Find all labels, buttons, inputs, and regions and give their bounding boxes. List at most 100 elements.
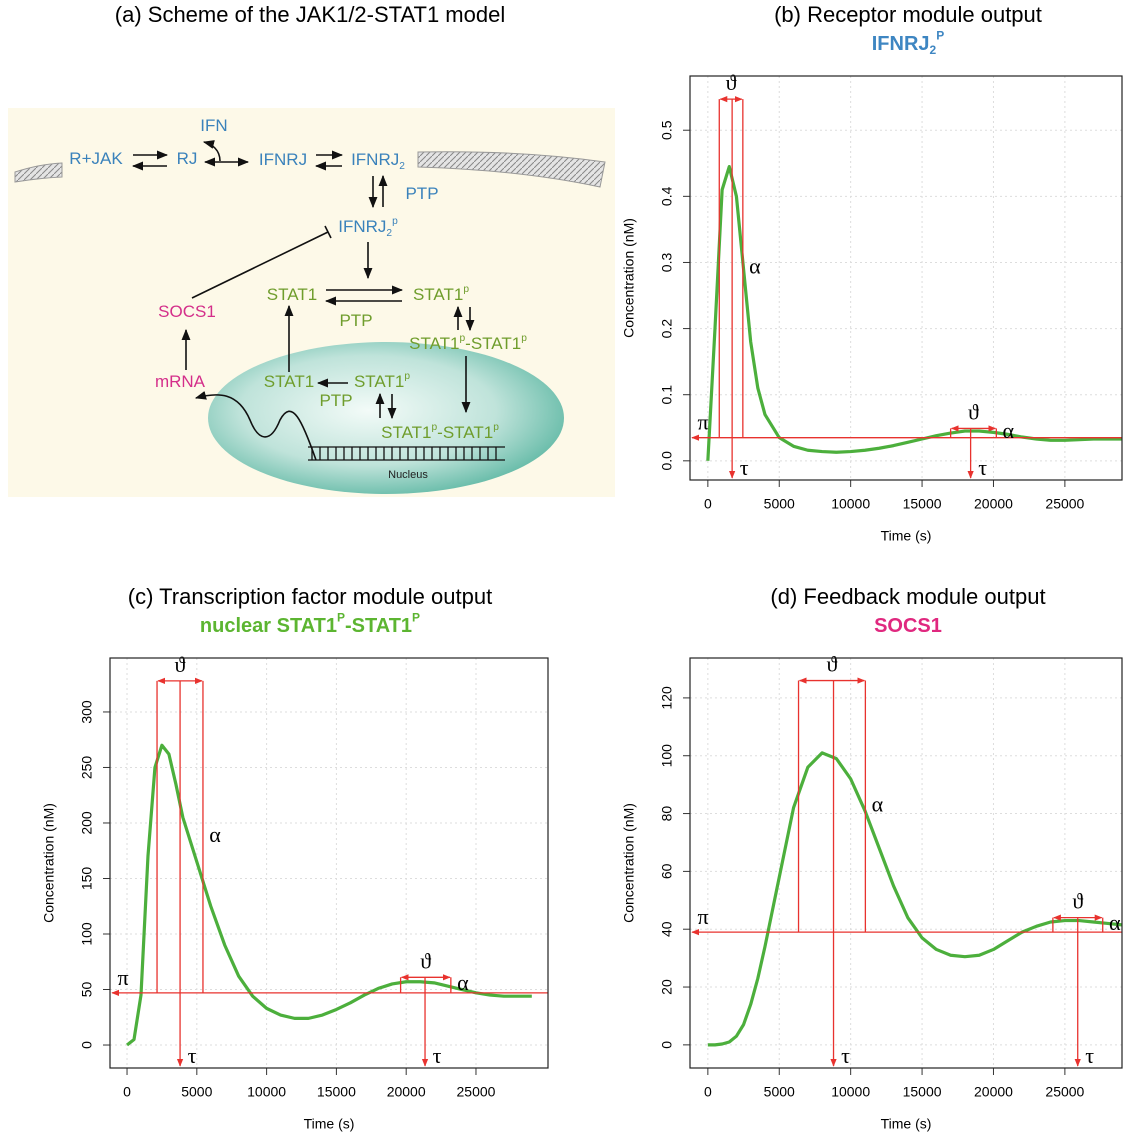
chart: (c) Transcription factor module outputnu…	[41, 584, 549, 1132]
symbol-pi: π	[697, 904, 708, 929]
plot-frame	[689, 657, 1123, 1069]
y-tick-label: 120	[659, 686, 675, 710]
symbol-pi: π	[697, 410, 708, 435]
y-tick-label: 0.3	[659, 253, 675, 273]
symbol-tau: τ	[1085, 1043, 1094, 1068]
node-label: IFNRJ2	[351, 150, 405, 171]
label-sup: p	[460, 333, 466, 344]
label-sup: p	[392, 216, 398, 227]
y-tick-label: 40	[659, 921, 675, 937]
symbol-alpha: α	[209, 822, 221, 847]
x-axis-label: Time (s)	[881, 1116, 932, 1132]
symbol-pi: π	[117, 965, 128, 990]
label-sup: P	[936, 29, 944, 43]
dna	[308, 446, 505, 461]
y-tick-label: 300	[79, 700, 95, 724]
plot-frame	[109, 657, 549, 1069]
node-label: Nucleus	[388, 469, 428, 481]
x-tick-label: 15000	[903, 496, 942, 512]
x-tick-label: 5000	[764, 1084, 795, 1100]
line	[126, 743, 532, 1047]
x-axis-label: Time (s)	[304, 1116, 355, 1132]
node-label: STAT1	[264, 372, 314, 391]
label-text: IFNRJ	[872, 33, 930, 55]
node-label: STAT1p	[413, 284, 469, 305]
scheme-title: (a) Scheme of the JAK1/2-STAT1 model	[115, 2, 505, 27]
y-axis-label: Concentration (nM)	[621, 218, 637, 338]
x-axis-label: Time (s)	[881, 528, 932, 544]
arrows	[131, 140, 475, 461]
label-sup: p	[521, 333, 527, 344]
x-tick-label: 10000	[831, 1084, 870, 1100]
chart-title: (b) Receptor module output	[774, 2, 1042, 27]
x-tick-label: 5000	[764, 496, 795, 512]
label-text: -STAT1	[437, 423, 493, 442]
label-text: IFNRJ	[259, 150, 307, 169]
y-tick-label: 50	[79, 982, 95, 998]
y-tick-label: 80	[659, 806, 675, 822]
label-text: SOCS1	[158, 302, 216, 321]
node-label: R+JAK	[69, 149, 123, 168]
chart-subtitle: SOCS1	[874, 615, 942, 637]
label-text: RJ	[177, 149, 198, 168]
y-tick-label: 20	[659, 979, 675, 995]
x-tick-label: 0	[704, 496, 712, 512]
scheme: (a) Scheme of the JAK1/2-STAT1 model IFN…	[8, 2, 615, 497]
label-text: Nucleus	[388, 469, 428, 481]
label-sup: p	[493, 422, 499, 433]
label-text: IFNRJ	[338, 217, 386, 236]
symbol-alpha: α	[749, 253, 761, 278]
y-axis-label: Concentration (nM)	[41, 803, 57, 923]
label-text: PTP	[339, 311, 372, 330]
y-tick-label: 250	[79, 756, 95, 780]
x-tick-label: 15000	[903, 1084, 942, 1100]
label-sub: 2	[386, 228, 392, 239]
membrane	[14, 162, 63, 183]
label-text: -STAT1	[465, 334, 521, 353]
label-text: STAT1	[381, 423, 431, 442]
y-tick-label: 0.5	[659, 120, 675, 140]
label-sup: P	[412, 611, 420, 625]
chart-subtitle: IFNRJ2P	[872, 29, 945, 57]
y-tick-label: 100	[659, 744, 675, 768]
node-label: STAT1p	[354, 371, 410, 392]
node-label: PTP	[319, 391, 352, 410]
node-label: IFN	[200, 116, 227, 135]
symbol-tau: τ	[978, 455, 987, 480]
chart-title: (c) Transcription factor module output	[128, 584, 492, 609]
label-sup: p	[463, 284, 469, 295]
symbol-theta: ϑ	[1072, 889, 1083, 914]
label-sub: 2	[399, 161, 405, 172]
label-text: STAT1	[409, 334, 459, 353]
y-tick-label: 0.0	[659, 451, 675, 471]
symbol-theta: ϑ	[420, 948, 431, 973]
x-tick-label: 0	[123, 1084, 131, 1100]
label-text: mRNA	[155, 372, 206, 391]
x-tick-label: 0	[704, 1084, 712, 1100]
label-sup: p	[404, 371, 410, 382]
x-tick-label: 20000	[974, 1084, 1013, 1100]
label-sub: 2	[930, 43, 937, 57]
label-text: IFNRJ	[351, 150, 399, 169]
label-text: -STAT1	[345, 615, 412, 637]
node-label: PTP	[405, 184, 438, 203]
node-label: IFNRJ2p	[338, 216, 398, 239]
symbol-tau: τ	[740, 455, 749, 480]
node-label: RJ	[177, 149, 198, 168]
symbol-alpha: α	[1003, 418, 1015, 443]
y-tick-label: 0.1	[659, 385, 675, 405]
label-text: STAT1	[264, 372, 314, 391]
line	[707, 751, 1123, 1047]
label-sup: P	[337, 611, 345, 625]
symbol-alpha: α	[872, 791, 884, 816]
node-label: IFNRJ	[259, 150, 307, 169]
symbol-alpha: α	[457, 970, 469, 995]
label-text: STAT1	[354, 372, 404, 391]
y-tick-label: 150	[79, 867, 95, 891]
y-tick-label: 60	[659, 863, 675, 879]
symbol-tau: τ	[433, 1043, 442, 1068]
x-tick-label: 15000	[317, 1084, 356, 1100]
